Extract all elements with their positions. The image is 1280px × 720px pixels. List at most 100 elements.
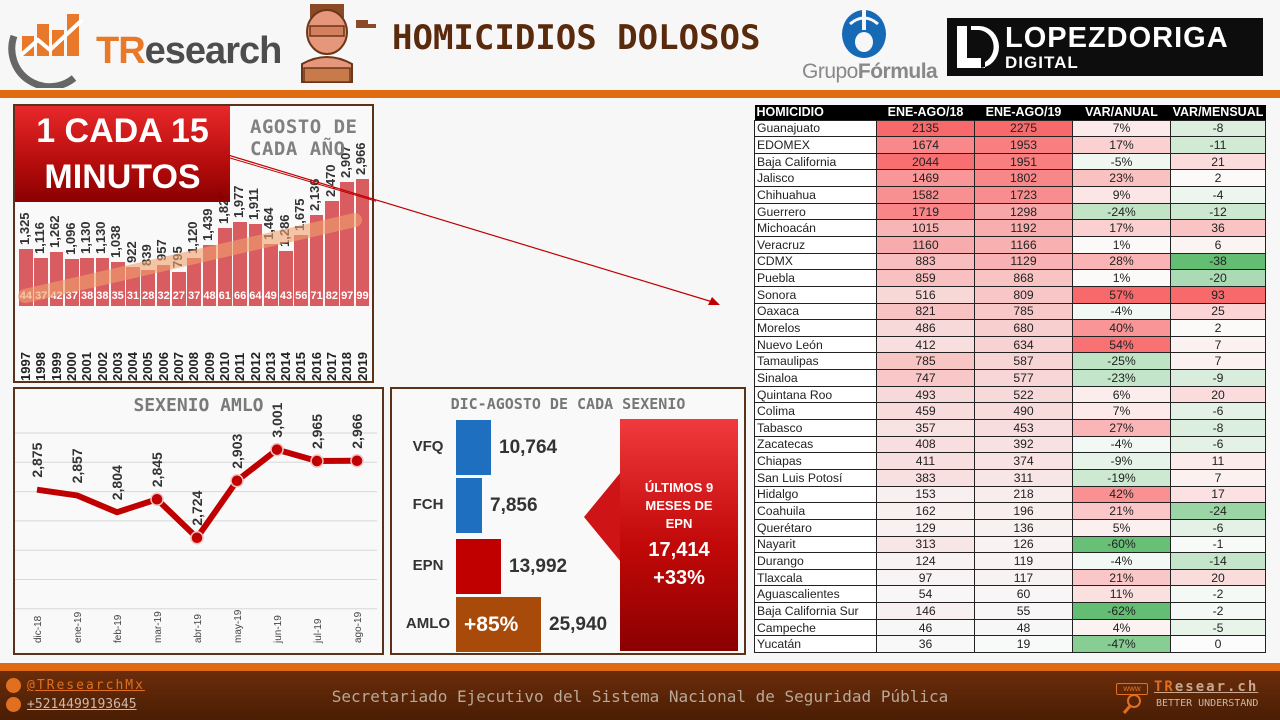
table-row: Hidalgo 153 218 42% 17 xyxy=(754,485,1266,504)
value-2019: 522 xyxy=(974,385,1073,404)
state-name: San Luis Potosí xyxy=(754,468,877,487)
monthly-change: 7 xyxy=(1170,468,1266,487)
value-2019: 634 xyxy=(974,335,1073,354)
sexenio-value: 13,992 xyxy=(509,556,568,577)
state-name: Veracruz xyxy=(754,235,877,254)
annual-change: -60% xyxy=(1072,535,1171,554)
point-value-label: 2,845 xyxy=(149,452,165,487)
state-name: Guanajuato xyxy=(754,119,877,138)
point-value-label: 2,724 xyxy=(189,490,205,525)
state-homicide-table: HOMICIDIO ENE-AGO/18 ENE-AGO/19 VAR/ANUAL VA… xyxy=(754,105,1266,653)
value-2018: 459 xyxy=(876,402,975,421)
annual-change: -23% xyxy=(1072,369,1171,387)
amlo-increase-label: +85% xyxy=(464,613,519,636)
value-2019: 19 xyxy=(974,635,1073,653)
column-header: VAR/ANUAL xyxy=(1072,105,1171,120)
value-2018: 785 xyxy=(876,352,975,371)
state-name: Campeche xyxy=(754,618,877,637)
value-2018: 1719 xyxy=(876,202,975,221)
state-name: Michoacán xyxy=(754,219,877,237)
annual-change: -5% xyxy=(1072,152,1171,171)
header-divider xyxy=(0,90,1280,98)
monthly-change: 20 xyxy=(1170,568,1266,587)
data-point xyxy=(190,530,204,545)
sexenio-bar-vfq xyxy=(456,420,491,475)
monthly-change: -6 xyxy=(1170,518,1266,537)
value-2018: 2135 xyxy=(876,119,975,138)
month-label: may-19 xyxy=(233,609,244,643)
annual-change: -19% xyxy=(1072,468,1171,487)
footer: @TResearchMx +5214499193645 Secretariado… xyxy=(0,671,1280,720)
month-label: jun-19 xyxy=(273,615,284,644)
month-label: dic-18 xyxy=(33,615,44,643)
point-value-label: 2,875 xyxy=(29,442,45,477)
state-name: Baja California xyxy=(754,152,877,171)
month-label: abr-19 xyxy=(193,614,204,643)
rate-badge: 1 CADA 15 MINUTOS xyxy=(15,106,230,202)
data-point xyxy=(230,474,244,488)
value-2018: 1015 xyxy=(876,219,975,237)
callout-arrow xyxy=(584,472,621,562)
data-point xyxy=(150,492,164,506)
twitter-link[interactable]: @TResearchMx xyxy=(27,678,145,693)
sexenio-value: 25,940 xyxy=(549,614,608,635)
amlo-chart-title: SEXENIO AMLO xyxy=(133,395,264,416)
amlo-line-chart-panel: 2,875 dic-18 2,857 ene-19 2,804 feb-19 2,845 ma… xyxy=(13,387,384,655)
state-name: Nuevo León xyxy=(754,335,877,354)
annual-change: 1% xyxy=(1072,235,1171,254)
data-source: Secretariado Ejecutivo del Sistema Nacio… xyxy=(331,687,949,706)
table-row: EDOMEX 1674 1953 17% -11 xyxy=(754,136,1266,154)
value-2019: 1951 xyxy=(974,152,1073,171)
lopezdoriga-emblem-icon xyxy=(957,26,999,68)
value-2018: 883 xyxy=(876,252,975,271)
value-2018: 516 xyxy=(876,285,975,304)
value-2018: 313 xyxy=(876,535,975,554)
daily-value: 38 xyxy=(96,290,109,302)
state-name: Tamaulipas xyxy=(754,352,877,371)
annual-change: 27% xyxy=(1072,419,1171,437)
lopezdoriga-logo: LOPEZDORIGA DIGITAL xyxy=(947,18,1263,76)
monthly-change: -6 xyxy=(1170,435,1266,454)
phone-link[interactable]: +5214499193645 xyxy=(27,697,137,712)
daily-value: 38 xyxy=(80,290,94,302)
person-icon xyxy=(301,4,376,83)
state-name: Morelos xyxy=(754,319,877,337)
data-point xyxy=(270,442,284,457)
value-2019: 119 xyxy=(974,552,1073,570)
daily-value: 48 xyxy=(203,290,216,302)
callout-pct: +33% xyxy=(653,567,705,589)
annual-change: 40% xyxy=(1072,319,1171,337)
table-row: Sonora 516 809 57% 93 xyxy=(754,285,1266,304)
state-name: Aguascalientes xyxy=(754,585,877,604)
grupo-formula-emblem-icon xyxy=(842,8,886,58)
value-2018: 162 xyxy=(876,502,975,520)
table-row: Yucatán 36 19 -47% 0 xyxy=(754,635,1266,653)
state-name: Chihuahua xyxy=(754,186,877,204)
tresearch-footer-brand[interactable]: www TResear.ch BETTER UNDERSTAND xyxy=(1116,679,1276,715)
monthly-change: -24 xyxy=(1170,502,1266,520)
state-name: Puebla xyxy=(754,269,877,287)
value-2019: 1953 xyxy=(974,136,1073,154)
value-2019: 1298 xyxy=(974,202,1073,221)
month-label: ago-19 xyxy=(353,611,364,643)
bar-2007: 27 xyxy=(172,272,186,306)
value-2018: 486 xyxy=(876,319,975,337)
badge-fold xyxy=(218,190,230,202)
monthly-change: 20 xyxy=(1170,385,1266,404)
trendline xyxy=(18,213,362,303)
table-row: Zacatecas 408 392 -4% -6 xyxy=(754,435,1266,454)
monthly-change: -8 xyxy=(1170,419,1266,437)
monthly-change: 2 xyxy=(1170,169,1266,188)
value-2018: 411 xyxy=(876,452,975,470)
page-title: HOMICIDIOS DOLOSOS xyxy=(392,18,761,58)
value-2019: 392 xyxy=(974,435,1073,454)
table-row: Tamaulipas 785 587 -25% 7 xyxy=(754,352,1266,371)
table-row: Coahuila 162 196 21% -24 xyxy=(754,502,1266,520)
state-name: Yucatán xyxy=(754,635,877,653)
table-row: Morelos 486 680 40% 2 xyxy=(754,319,1266,337)
bar-2005: 28 xyxy=(141,270,156,306)
callout-value: 17,414 xyxy=(648,539,710,561)
value-2019: 1802 xyxy=(974,169,1073,188)
annual-change: -4% xyxy=(1072,552,1171,570)
value-2019: 136 xyxy=(974,518,1073,537)
